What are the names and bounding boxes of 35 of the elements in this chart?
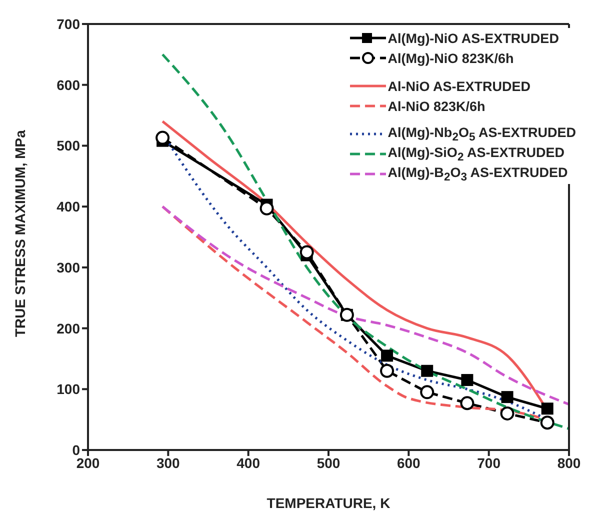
point bbox=[460, 396, 474, 410]
point bbox=[541, 402, 554, 415]
y-tick-label: 600 bbox=[56, 76, 80, 93]
y-tick-label: 400 bbox=[56, 198, 80, 215]
x-tick-label: 300 bbox=[156, 454, 180, 471]
legend-label: Al-NiO 823K/6h bbox=[388, 98, 486, 114]
point bbox=[461, 374, 474, 386]
legend-label: Al(Mg)-Nb$_{2}$O$_{5}$ AS-EXTRUDED bbox=[388, 124, 576, 144]
point bbox=[380, 364, 394, 378]
y-axis-title: TRUE STRESS MAXIMUM, MPa bbox=[12, 130, 28, 337]
legend-label: Al(Mg)-SiO$_{2}$ AS-EXTRUDED bbox=[388, 144, 564, 164]
y-tick-label: 100 bbox=[56, 381, 80, 398]
point bbox=[421, 364, 434, 377]
point bbox=[381, 350, 394, 362]
point bbox=[300, 245, 314, 260]
y-tick-label: 700 bbox=[56, 16, 80, 32]
point bbox=[501, 391, 514, 404]
y-tick-label: 500 bbox=[56, 138, 80, 154]
point bbox=[156, 130, 170, 145]
x-tick-label: 400 bbox=[236, 454, 260, 471]
legend-label: Al-NiO AS-EXTRUDED bbox=[388, 78, 530, 94]
point bbox=[500, 406, 514, 420]
x-tick-label: 600 bbox=[396, 454, 421, 471]
x-axis-title: TEMPERATURE, K bbox=[266, 495, 390, 511]
legend-label: Al(Mg)-NiO 823K/6h bbox=[388, 50, 514, 66]
legend-label: Al(Mg)-B$_{2}$O$_{3}$ AS-EXTRUDED bbox=[388, 164, 568, 184]
legend-label: Al(Mg)-NiO AS-EXTRUDED bbox=[388, 30, 559, 46]
x-tick-label: 800 bbox=[557, 454, 581, 471]
y-tick-label: 200 bbox=[56, 320, 80, 336]
x-tick-label: 500 bbox=[316, 454, 340, 471]
point bbox=[540, 416, 554, 430]
x-tick-label: 700 bbox=[477, 454, 501, 471]
y-tick-label: 300 bbox=[56, 259, 80, 276]
point bbox=[420, 385, 434, 400]
point bbox=[260, 201, 274, 216]
